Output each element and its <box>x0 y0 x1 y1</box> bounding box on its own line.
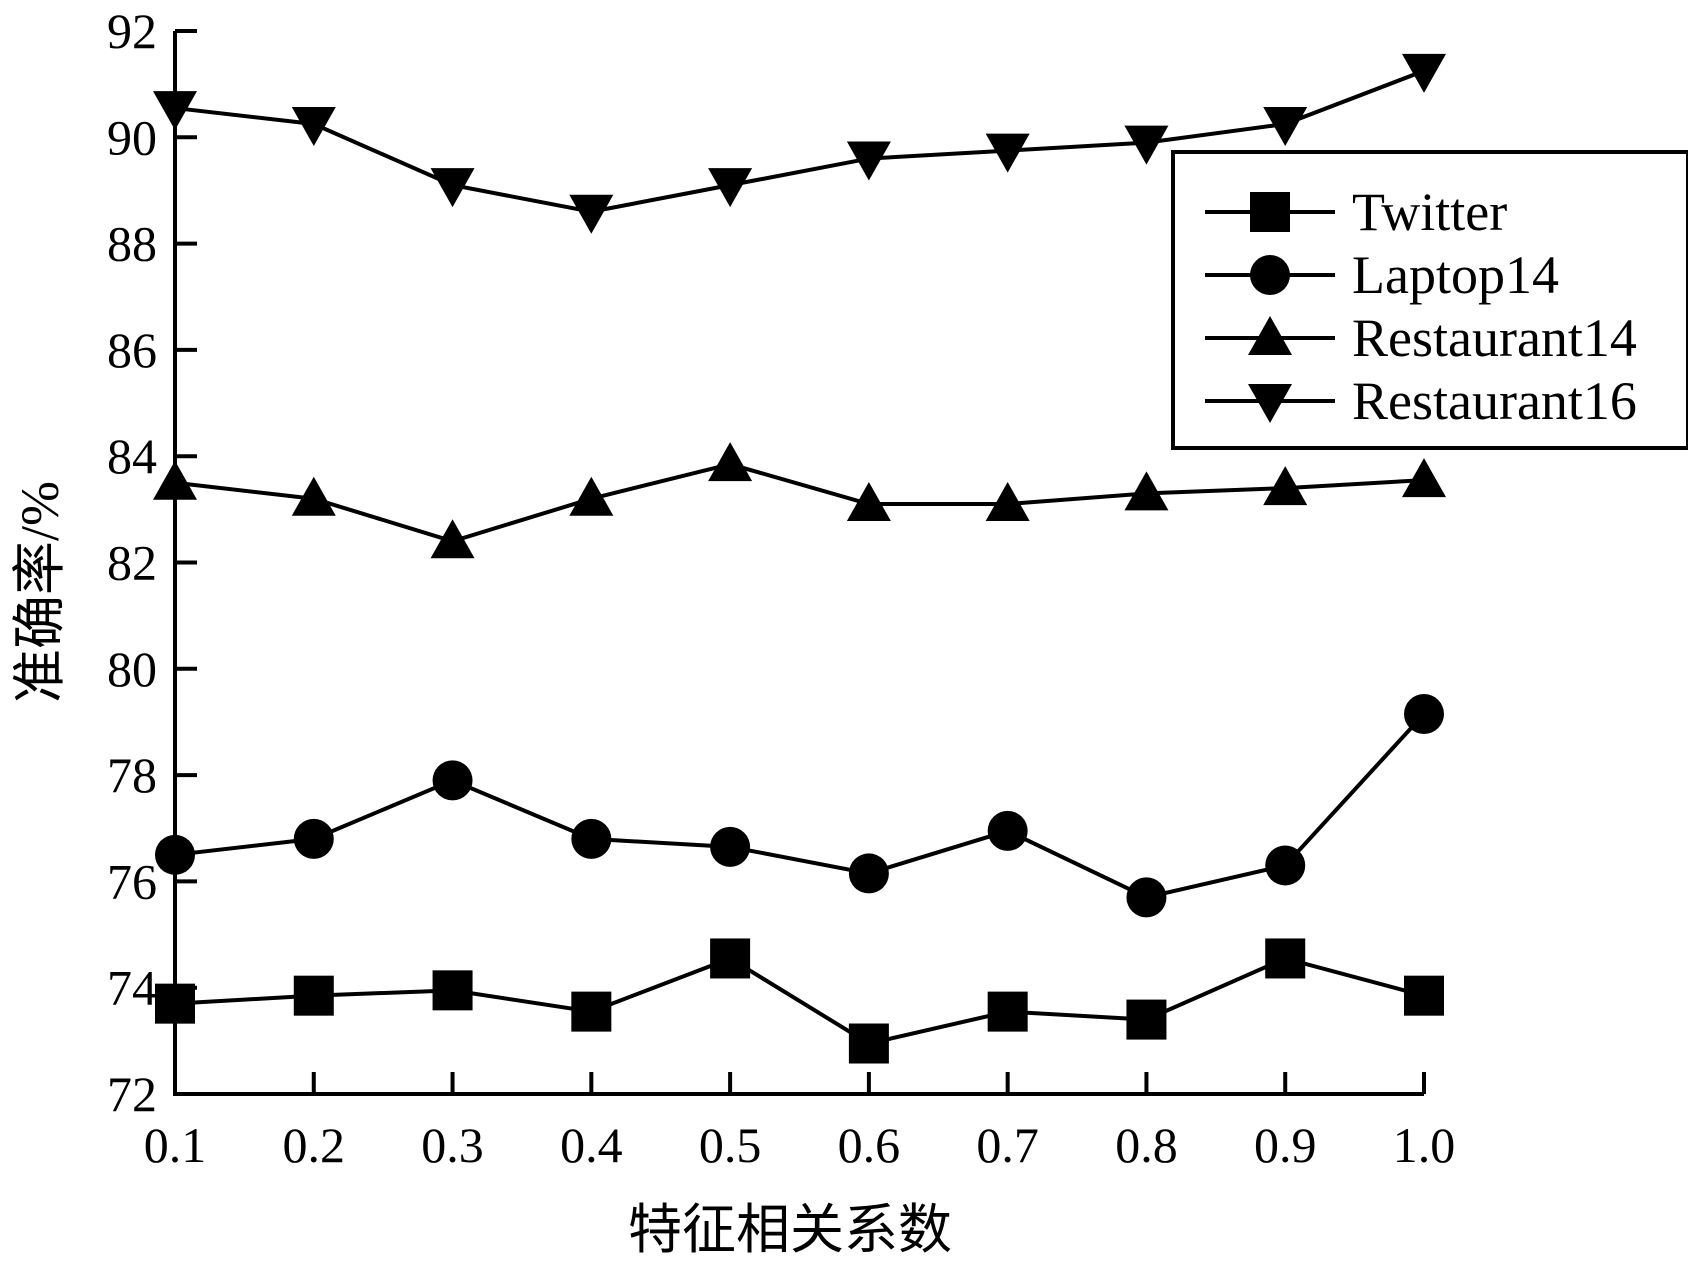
data-point <box>291 107 336 147</box>
x-axis-title: 特征相关系数 <box>628 1200 952 1260</box>
data-point <box>153 91 197 131</box>
data-point <box>1263 466 1308 506</box>
data-point <box>153 460 197 500</box>
data-point <box>293 818 334 859</box>
legend-label: Restaurant16 <box>1352 371 1637 431</box>
y-tick-label: 90 <box>107 109 157 165</box>
data-point <box>708 168 753 208</box>
x-tick-label: 0.4 <box>560 1117 623 1173</box>
legend-marker <box>1248 384 1292 423</box>
data-point <box>846 482 891 522</box>
y-axis-title: 准确率/% <box>10 481 70 703</box>
data-point <box>710 938 751 979</box>
data-point <box>985 482 1030 522</box>
legend-item: Restaurant14 <box>1205 308 1637 368</box>
data-point <box>1402 458 1446 498</box>
data-point <box>985 133 1030 173</box>
series-restaurant16 <box>153 53 1446 234</box>
data-point <box>1263 107 1308 147</box>
data-point <box>708 442 753 482</box>
data-point <box>1126 999 1167 1040</box>
y-tick-label: 78 <box>107 747 157 803</box>
x-tick-label: 0.9 <box>1254 1117 1317 1173</box>
x-tick-label: 0.3 <box>421 1117 484 1173</box>
series-restaurant14 <box>153 442 1446 559</box>
legend-marker <box>1248 316 1292 355</box>
data-point <box>432 970 473 1011</box>
data-point <box>1126 877 1167 918</box>
data-point <box>155 983 195 1024</box>
data-point <box>1265 845 1306 886</box>
data-point <box>430 168 475 208</box>
data-point <box>293 975 334 1016</box>
data-point <box>569 194 614 234</box>
data-point <box>846 141 891 181</box>
series-twitter <box>155 938 1444 1064</box>
data-point <box>155 834 195 875</box>
y-tick-label: 74 <box>107 960 157 1016</box>
series-line <box>174 68 1425 214</box>
data-point <box>710 826 751 867</box>
x-tick-label: 0.7 <box>976 1117 1039 1173</box>
y-tick-label: 92 <box>107 3 157 59</box>
data-point <box>987 991 1028 1032</box>
legend-marker <box>1250 192 1290 232</box>
x-tick-label: 0.1 <box>144 1117 207 1173</box>
data-point <box>1404 975 1444 1016</box>
y-tick-label: 72 <box>107 1066 157 1122</box>
data-point <box>1404 693 1444 734</box>
x-tick-label: 1.0 <box>1393 1117 1456 1173</box>
y-tick-label: 86 <box>107 322 157 378</box>
series-line <box>174 462 1425 544</box>
legend-label: Laptop14 <box>1352 245 1559 305</box>
y-tick-label: 76 <box>107 853 157 909</box>
data-point <box>571 818 612 859</box>
data-point <box>1124 471 1169 511</box>
legend-label: Restaurant14 <box>1352 308 1637 368</box>
y-tick-label: 80 <box>107 641 157 697</box>
y-tick-label: 82 <box>107 535 157 591</box>
data-point <box>1402 53 1446 93</box>
x-tick-label: 0.2 <box>283 1117 346 1173</box>
legend-item: Restaurant16 <box>1205 371 1637 431</box>
series-line <box>174 956 1425 1046</box>
data-point <box>430 519 475 559</box>
data-point <box>848 1023 889 1064</box>
x-tick-label: 0.6 <box>838 1117 901 1173</box>
x-tick-label: 0.5 <box>699 1117 762 1173</box>
data-point <box>1124 125 1169 165</box>
data-point <box>571 991 612 1032</box>
x-tick-label: 0.8 <box>1115 1117 1178 1173</box>
data-point <box>848 853 889 894</box>
legend-item: Twitter <box>1205 182 1507 242</box>
axes: 72 74 76 78 80 82 84 86 88 90 92 0.1 0.2 0.3 0.4 0.5 0.6… <box>107 3 1455 1173</box>
data-point <box>569 476 614 516</box>
legend-label: Twitter <box>1352 182 1507 242</box>
legend-marker <box>1250 255 1290 295</box>
series-laptop14 <box>155 693 1444 918</box>
series-layer <box>153 53 1446 1064</box>
y-tick-label: 88 <box>107 216 157 272</box>
data-point <box>432 760 473 801</box>
legend-item: Laptop14 <box>1205 245 1559 305</box>
data-point <box>291 476 336 516</box>
data-point <box>1265 938 1306 979</box>
data-point <box>987 810 1028 851</box>
series-line <box>174 712 1426 900</box>
y-tick-label: 84 <box>107 428 157 484</box>
